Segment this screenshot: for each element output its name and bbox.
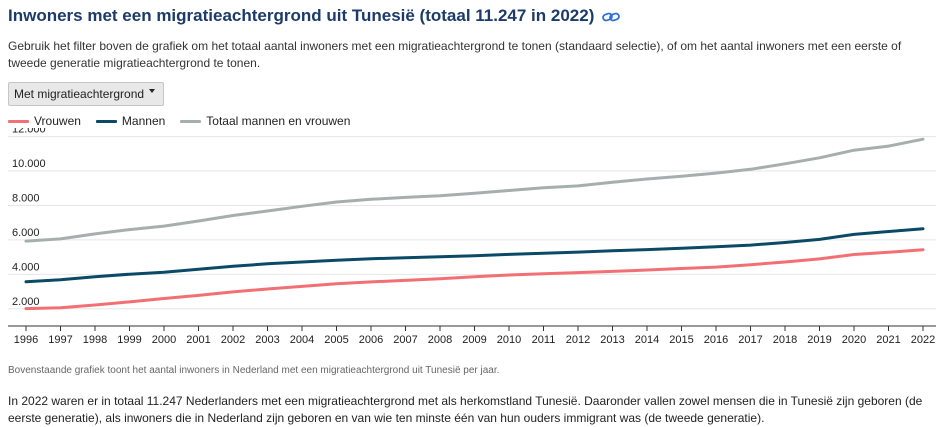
dropdown-selected-value: Met migratieachtergrond	[14, 87, 145, 101]
legend-item-mannen[interactable]: Mannen	[95, 114, 166, 128]
y-tick-label: 10.000	[12, 158, 46, 170]
x-tick-label: 2022	[911, 334, 935, 346]
x-tick-label: 2018	[773, 334, 797, 346]
y-tick-label: 4.000	[12, 261, 40, 273]
link-icon[interactable]	[602, 10, 621, 22]
title-row: Inwoners met een migratieachtergrond uit…	[8, 6, 621, 26]
x-tick-label: 2017	[738, 334, 762, 346]
chart-caption: Bovenstaande grafiek toont het aantal in…	[8, 365, 500, 376]
legend-label-mannen: Mannen	[121, 114, 166, 128]
x-tick-label: 2012	[566, 334, 590, 346]
y-tick-label: 2.000	[12, 296, 40, 308]
x-tick-label: 2004	[290, 334, 314, 346]
x-tick-label: 2021	[876, 334, 900, 346]
x-tick-label: 2020	[842, 334, 866, 346]
y-tick-label: 6.000	[12, 227, 40, 239]
caret-down-icon	[149, 89, 156, 93]
legend-item-totaal[interactable]: Totaal mannen en vrouwen	[180, 114, 350, 128]
intro-text: Gebruik het filter boven de grafiek om h…	[8, 39, 902, 70]
x-tick-label: 2015	[669, 334, 693, 346]
x-tick-label: 2016	[704, 334, 728, 346]
page-title: Inwoners met een migratieachtergrond uit…	[8, 6, 595, 25]
x-tick-label: 2013	[600, 334, 624, 346]
x-tick-label: 2006	[359, 334, 383, 346]
x-tick-label: 2005	[324, 334, 348, 346]
line-chart: 2.000 4.000 6.000 8.000 10.000 12.000 1996 1997…	[8, 128, 936, 346]
summary-paragraph: In 2022 waren er in totaal 11.247 Nederl…	[8, 394, 923, 425]
x-tick-label: 1998	[83, 334, 107, 346]
x-tick-label: 2000	[152, 334, 176, 346]
y-tick-label: 8.000	[12, 192, 40, 204]
series-line-totaal	[24, 137, 925, 243]
series-line-mannen	[24, 227, 925, 284]
x-tick-label: 2003	[255, 334, 279, 346]
chart-legend: Vrouwen Mannen Totaal mannen en vrouwen	[8, 114, 365, 128]
x-tick-label: 2002	[221, 334, 245, 346]
x-tick-label: 1996	[14, 334, 38, 346]
legend-swatch-vrouwen	[8, 119, 29, 123]
legend-swatch-mannen	[95, 119, 117, 123]
y-tick-label: 12.000	[12, 128, 46, 136]
migration-filter-dropdown[interactable]: Met migratieachtergrond	[8, 82, 165, 106]
x-tick-label: 2001	[186, 334, 210, 346]
x-tick-label: 2010	[497, 334, 521, 346]
x-tick-label: 2011	[532, 334, 556, 346]
x-tick-label: 1997	[48, 334, 72, 346]
legend-item-vrouwen[interactable]: Vrouwen	[8, 114, 81, 128]
x-tick-label: 1999	[117, 334, 141, 346]
series-line-vrouwen	[24, 248, 925, 311]
x-tick-label: 2019	[807, 334, 831, 346]
legend-label-vrouwen: Vrouwen	[34, 114, 81, 128]
legend-label-totaal: Totaal mannen en vrouwen	[206, 114, 351, 128]
x-tick-label: 2008	[428, 334, 452, 346]
x-tick-label: 2007	[393, 334, 417, 346]
x-tick-label: 2009	[462, 334, 486, 346]
x-tick-label: 2014	[635, 334, 659, 346]
legend-swatch-totaal	[180, 119, 202, 123]
